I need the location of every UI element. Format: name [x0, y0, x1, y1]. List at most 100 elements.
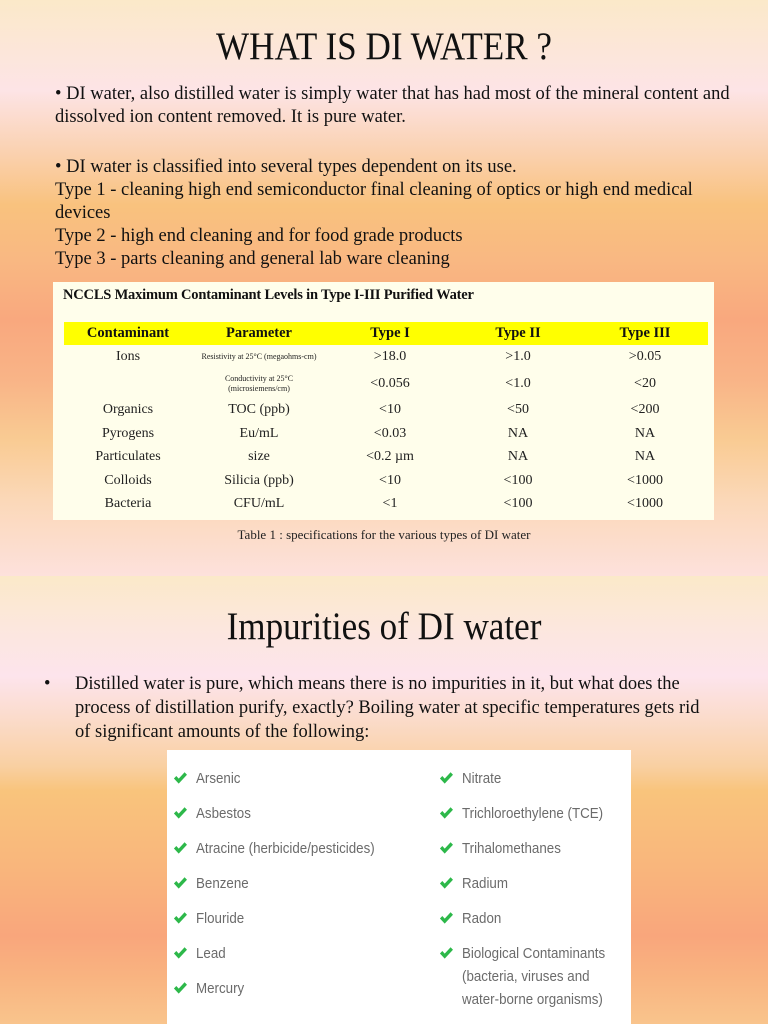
col-header-parameter: Parameter: [192, 322, 326, 345]
checklist-item-label: Biological Contaminants (bacteria, virus…: [462, 946, 606, 1008]
contaminant-table-panel: NCCLS Maximum Contaminant Levels in Type…: [53, 282, 714, 520]
checklist-item-label: Nitrate: [462, 771, 502, 787]
types-paragraph: • DI water is classified into several ty…: [55, 156, 735, 271]
cell: <100: [503, 496, 533, 512]
cell: Conductivity at 25°C (microsiemens/cm): [192, 369, 326, 399]
checklist-item: Atracine (herbicide/pesticides): [173, 838, 412, 861]
checkmark-icon: [173, 772, 187, 784]
contaminant-levels-table: Contaminant Parameter Type I Type II Typ…: [64, 322, 708, 516]
checklist-item-label: Mercury: [196, 981, 245, 997]
cell: >0.05: [628, 348, 662, 364]
checklist-right-column: Nitrate Trichloroethylene (TCE) Trihalomet…: [439, 768, 629, 1024]
cell: CFU/mL: [233, 496, 285, 512]
checklist-item: Nitrate: [439, 768, 614, 791]
bullet-dot: •: [44, 674, 51, 694]
checklist-item: Radium: [439, 873, 614, 896]
cell: [64, 369, 192, 399]
cell: NA: [507, 449, 529, 465]
slide-title: Impurities of DI water: [226, 605, 542, 648]
cell: <0.03: [373, 425, 407, 441]
types-intro-line: • DI water is classified into several ty…: [55, 157, 517, 177]
checkmark-icon: [173, 842, 187, 854]
cell: <20: [634, 375, 656, 391]
cell: >18.0: [373, 348, 407, 364]
col-header-type-2: Type II: [454, 322, 582, 345]
checklist-item-label: Benzene: [196, 876, 249, 892]
cell: <1000: [627, 496, 663, 512]
checklist-item-label: Atracine (herbicide/pesticides): [196, 841, 375, 857]
cell: Bacteria: [104, 496, 152, 512]
table-row: Conductivity at 25°C (microsiemens/cm) <…: [64, 369, 708, 399]
checkmark-icon: [439, 807, 453, 819]
checkmark-icon: [173, 807, 187, 819]
checkmark-icon: [439, 772, 453, 784]
table-row: Organics TOC (ppb) <10 <50 <200: [64, 399, 708, 423]
table-header-row: Contaminant Parameter Type I Type II Typ…: [64, 322, 708, 345]
checklist-item: Radon: [439, 908, 614, 931]
cell-text: Conductivity at 25°C (microsiemens/cm): [224, 373, 294, 393]
checklist-item-label: Trihalomethanes: [462, 841, 561, 857]
col-header-contaminant: Contaminant: [64, 322, 192, 345]
bullet-text: Distilled water is pure, which means the…: [75, 674, 700, 742]
col-header-type-3: Type III: [582, 322, 708, 345]
table-row: Colloids Silicia (ppb) <10 <100 <1000: [64, 469, 708, 493]
type-1-line: Type 1 - cleaning high end semiconductor…: [55, 180, 693, 223]
checklist-item: Flouride: [173, 908, 412, 931]
checklist-item: Lead: [173, 943, 412, 966]
cell: Colloids: [104, 472, 152, 488]
col-header-type-1: Type I: [326, 322, 454, 345]
table-row: Pyrogens Eu/mL <0.03 NA NA: [64, 422, 708, 446]
checklist-item: Mercury: [173, 978, 412, 1001]
cell: <0.2 µm: [366, 449, 414, 465]
cell: <100: [503, 472, 533, 488]
checkmark-icon: [439, 912, 453, 924]
type-2-line: Type 2 - high end cleaning and for food …: [55, 226, 463, 246]
checklist-item-label: Radium: [462, 876, 508, 892]
checkmark-icon: [173, 982, 187, 994]
cell: <1.0: [505, 375, 531, 391]
cell: Organics: [102, 402, 154, 418]
cell: Pyrogens: [101, 425, 155, 441]
cell: NA: [634, 425, 656, 441]
cell: Resistivity at 25°C (megaohms-cm): [201, 351, 317, 361]
checklist-item-label: Flouride: [196, 911, 245, 927]
checklist-item-label: Asbestos: [196, 806, 251, 822]
checklist-item: Arsenic: [173, 768, 412, 791]
cell: <10: [379, 402, 401, 418]
checklist-item: Benzene: [173, 873, 412, 896]
checkmark-icon: [173, 912, 187, 924]
checkmark-icon: [439, 877, 453, 889]
table-row: Particulates size <0.2 µm NA NA: [64, 446, 708, 470]
cell: Ions: [115, 348, 141, 364]
cell: NA: [507, 425, 529, 441]
cell: >1.0: [505, 348, 531, 364]
table-caption: Table 1 : specifications for the various…: [237, 527, 531, 542]
cell: Silicia (ppb): [224, 472, 294, 488]
cell: size: [248, 449, 270, 465]
cell: <10: [379, 472, 401, 488]
table-row: Bacteria CFU/mL <1 <100 <1000: [64, 493, 708, 517]
slide-what-is-di-water: WHAT IS DI WATER ? • DI water, also dist…: [0, 0, 768, 576]
checkmark-icon: [439, 842, 453, 854]
table-title: NCCLS Maximum Contaminant Levels in Type…: [63, 287, 474, 303]
cell: <50: [507, 402, 529, 418]
definition-paragraph: • DI water, also distilled water is simp…: [55, 84, 730, 127]
checklist-item-label: Arsenic: [196, 771, 241, 787]
cell: Particulates: [95, 449, 161, 465]
checklist-item-label: Lead: [196, 946, 226, 962]
checklist-item: Biological Contaminants (bacteria, virus…: [439, 943, 614, 1012]
cell: Eu/mL: [239, 425, 279, 441]
cell: <1: [382, 496, 398, 512]
checklist-item-label: Trichloroethylene (TCE): [462, 806, 604, 822]
slide-impurities: Impurities of DI water • Distilled water…: [0, 576, 768, 1024]
cell: TOC (ppb): [228, 402, 290, 418]
checkmark-icon: [173, 947, 187, 959]
checkmark-icon: [173, 877, 187, 889]
impurities-checklist-panel: Arsenic Asbestos Atracine (herbicide/pesti…: [167, 750, 631, 1024]
cell: <0.056: [370, 375, 410, 391]
table-row: Ions Resistivity at 25°C (megaohms-cm) >…: [64, 345, 708, 369]
checklist-item: Trichloroethylene (TCE): [439, 803, 614, 826]
cell: <200: [630, 402, 660, 418]
cell: <1000: [627, 472, 663, 488]
slide-title: WHAT IS DI WATER ?: [215, 25, 553, 68]
